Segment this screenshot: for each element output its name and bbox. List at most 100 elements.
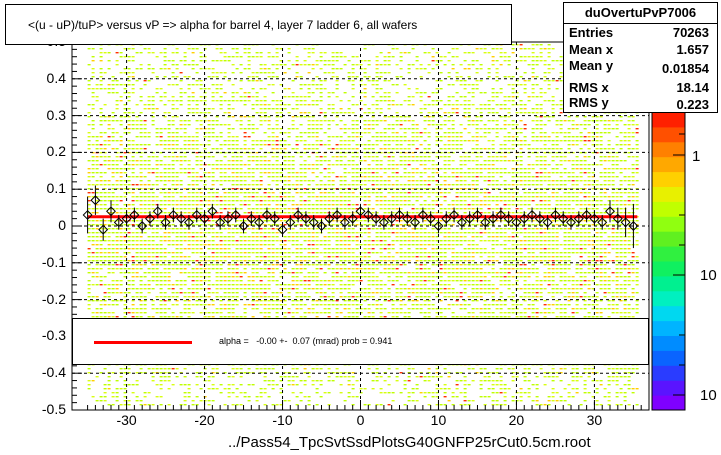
heat-cell [223,284,227,286]
heat-cell [363,176,367,178]
heat-cell [391,260,395,262]
heat-cell [323,60,327,62]
heat-cell [99,60,103,62]
heat-cell [315,244,319,246]
heat-cell [127,204,131,206]
heat-cell [387,276,391,278]
heat-cell [287,252,291,254]
heat-cell [259,240,263,242]
heat-cell [363,96,367,98]
heat-cell [359,160,363,162]
heat-cell [211,300,215,302]
heat-cell [163,180,167,182]
heat-cell [355,276,359,278]
heat-cell [163,300,167,302]
heat-cell [331,72,335,74]
heat-cell [183,224,187,226]
heat-cell [211,312,215,314]
heat-cell [199,56,203,58]
heat-cell [219,100,223,102]
heat-cell [383,116,387,118]
heat-cell [175,100,179,102]
heat-cell [407,172,411,174]
heat-cell [383,120,387,122]
heat-cell [411,48,415,50]
heat-cell [159,228,163,230]
heat-cell [359,68,363,70]
heat-cell [159,176,163,178]
heat-cell [239,280,243,282]
heat-cell [351,192,355,194]
heat-cell [351,300,355,302]
heat-cell [387,376,391,378]
heat-cell [235,284,239,286]
heat-cell [411,128,415,130]
heat-cell [275,256,279,258]
heat-cell [307,224,311,226]
heat-cell [87,292,91,294]
heat-cell [215,164,219,166]
heat-cell [163,116,167,118]
heat-cell [275,64,279,66]
heat-cell [403,260,407,262]
heat-cell [99,308,103,310]
heat-cell [283,160,287,162]
heat-cell [227,388,231,390]
heat-cell [119,176,123,178]
heat-cell [395,228,399,230]
heat-cell [243,396,247,398]
heat-cell [267,284,271,286]
heat-cell [167,60,171,62]
heat-cell [139,232,143,234]
heat-cell [335,68,339,70]
heat-cell [387,108,391,110]
heat-cell [147,280,151,282]
heat-cell [195,280,199,282]
heat-cell [315,168,319,170]
heat-cell [223,200,227,202]
heat-cell [99,240,103,242]
heat-cell [95,144,99,146]
heat-cell [147,144,151,146]
heat-cell [291,184,295,186]
heat-cell [335,80,339,82]
heat-cell [291,172,295,174]
heat-cell [347,228,351,230]
heat-cell [155,236,159,238]
heat-cell [367,144,371,146]
heat-cell [287,212,291,214]
heat-cell [203,148,207,150]
heat-cell [251,228,255,230]
heat-cell [251,208,255,210]
heat-cell [295,184,299,186]
heat-cell [187,256,191,258]
heat-cell [359,80,363,82]
heat-cell [335,204,339,206]
heat-cell [227,128,231,130]
heat-cell [339,392,343,394]
heat-cell [179,104,183,106]
heat-cell [123,228,127,230]
heat-cell [283,204,287,206]
heat-cell [383,60,387,62]
heat-cell [311,280,315,282]
heat-cell [363,220,367,222]
heat-cell [283,144,287,146]
heat-cell [111,280,115,282]
heat-cell [191,144,195,146]
heat-cell [407,164,411,166]
heat-cell [131,288,135,290]
heat-cell [191,168,195,170]
heat-cell [319,200,323,202]
heat-cell [183,188,187,190]
heat-cell [315,124,319,126]
heat-cell [239,172,243,174]
heat-cell [235,272,239,274]
heat-cell [335,76,339,78]
heat-cell [319,172,323,174]
heat-cell [215,180,219,182]
heat-cell [179,96,183,98]
heat-cell [379,88,383,90]
heat-cell [315,60,319,62]
heat-cell [375,172,379,174]
